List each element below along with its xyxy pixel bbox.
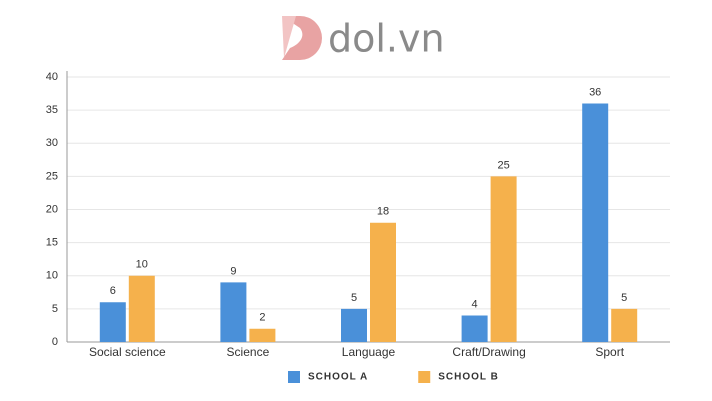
- bar: [370, 222, 396, 342]
- bar: [128, 275, 155, 342]
- y-tick-label: 10: [46, 270, 58, 282]
- bar: [249, 328, 276, 342]
- y-tick-label: 5: [52, 303, 58, 315]
- data-label: 25: [497, 159, 509, 171]
- logo-icon-part: [282, 16, 296, 58]
- y-tick-label: 40: [46, 71, 58, 83]
- logo-text: dol.vn: [328, 17, 445, 61]
- data-label: 2: [259, 312, 265, 324]
- y-tick-label: 20: [46, 203, 58, 215]
- bar: [611, 308, 638, 342]
- x-tick-label: Social science: [89, 345, 166, 359]
- bar: [461, 315, 488, 342]
- y-tick-label: 35: [46, 104, 58, 116]
- x-tick-label: Science: [227, 345, 270, 359]
- data-label: 9: [230, 265, 236, 277]
- data-label: 36: [589, 86, 601, 98]
- data-label: 6: [110, 285, 116, 297]
- data-label: 4: [472, 298, 478, 310]
- y-tick-label: 25: [46, 170, 58, 182]
- y-tick-label: 0: [52, 336, 58, 348]
- legend-label: SCHOOL A: [308, 372, 368, 383]
- x-tick-label: Sport: [595, 345, 624, 359]
- data-label: 18: [377, 206, 389, 218]
- x-tick-label: Language: [342, 345, 396, 359]
- y-tick-label: 15: [46, 237, 58, 249]
- bar: [490, 176, 517, 342]
- y-tick-label: 30: [46, 137, 58, 149]
- data-label: 5: [351, 292, 357, 304]
- bar: [341, 308, 367, 342]
- legend-swatch: [418, 371, 431, 383]
- data-label: 10: [136, 259, 148, 271]
- legend-swatch: [288, 371, 300, 383]
- legend-label: SCHOOL B: [438, 372, 499, 383]
- x-tick-label: Craft/Drawing: [452, 345, 525, 359]
- data-label: 5: [621, 292, 627, 304]
- bar: [220, 282, 247, 342]
- bar: [582, 103, 609, 342]
- logo-icon: [282, 16, 322, 60]
- bar: [99, 302, 126, 342]
